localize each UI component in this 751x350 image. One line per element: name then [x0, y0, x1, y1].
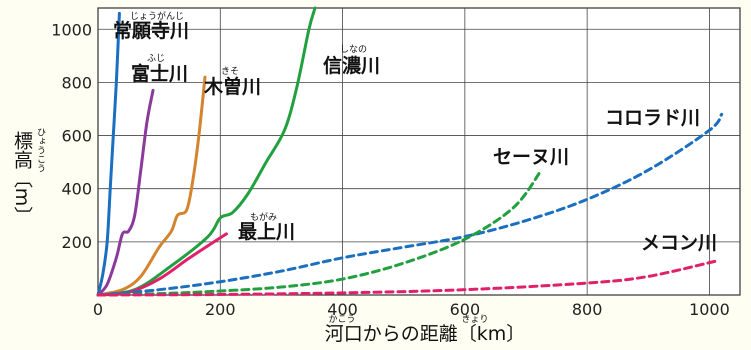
series-line-7	[96, 258, 721, 297]
series-label-ruby-4: もがみ	[250, 211, 277, 223]
series-label-5: コロラド川	[605, 107, 700, 129]
y-tick-label: 800	[61, 73, 92, 92]
series-label-0: 常願寺川	[113, 19, 189, 42]
y-tick-label: 200	[61, 233, 92, 252]
x-tick-labels: 0 200 400 600 800 1000	[93, 300, 730, 319]
series-line-3	[96, 6, 317, 297]
x-tick-label: 600	[450, 300, 481, 319]
y-axis-title: 標高〔m〕 ひょうこう	[11, 127, 45, 225]
y-tick-labels: 200 400 600 800 1000	[51, 20, 92, 252]
x-tick-label: 400	[327, 300, 358, 319]
svg-text:きょり: きょり	[461, 314, 488, 325]
series-label-2: 木曽川	[203, 75, 261, 98]
svg-text:河口からの距離〔km〕: 河口からの距離〔km〕	[325, 323, 526, 345]
x-tick-label: 0	[93, 300, 103, 319]
series-label-6: セーヌ川	[493, 146, 569, 168]
y-tick-label: 400	[61, 180, 92, 199]
x-axis-title: 河口からの距離〔km〕 かこう きょり	[325, 314, 526, 345]
series-label-ruby-0: じょうがんじ	[130, 10, 184, 22]
series-label-ruby-2: きそ	[221, 66, 239, 77]
svg-text:標高〔m〕: 標高〔m〕	[11, 130, 33, 225]
series-layer	[96, 6, 724, 297]
x-tick-label: 1000	[689, 300, 730, 319]
x-tick-label: 200	[205, 300, 236, 319]
series-label-1: 富士川	[131, 62, 188, 85]
series-line-1	[96, 88, 155, 297]
svg-text:ひょうこう: ひょうこう	[35, 127, 45, 172]
svg-text:かこう: かこう	[328, 314, 355, 325]
series-label-4: 最上川	[238, 221, 295, 243]
series-label-ruby-3: しなの	[340, 44, 367, 55]
series-line-4	[96, 232, 228, 297]
y-tick-label: 600	[61, 127, 92, 146]
series-line-6	[96, 168, 543, 297]
series-label-ruby-1: ふじ	[147, 53, 165, 64]
series-line-0	[96, 11, 121, 297]
x-tick-label: 800	[572, 300, 603, 319]
y-tick-label: 1000	[51, 20, 92, 39]
series-label-3: 信濃川	[323, 54, 380, 77]
series-line-2	[96, 75, 207, 297]
series-label-7: メコン川	[641, 232, 717, 254]
series-line-5	[96, 112, 724, 297]
